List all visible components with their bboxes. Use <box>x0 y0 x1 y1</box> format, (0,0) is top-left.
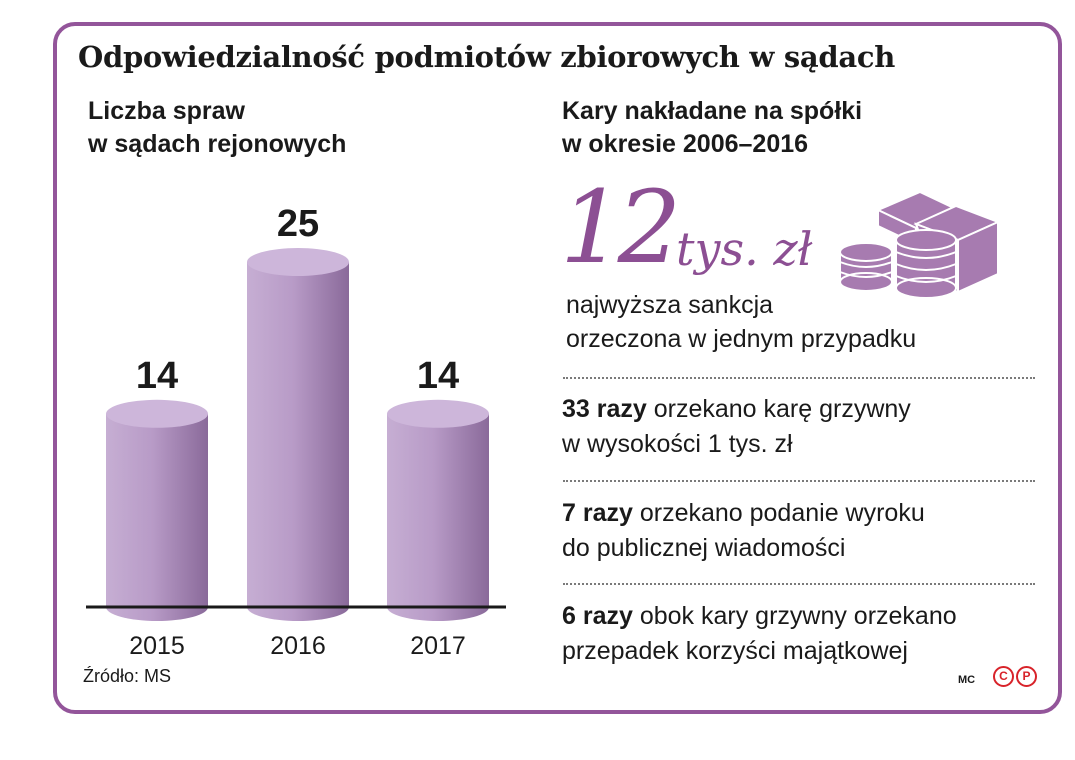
max-fine-desc-line1: najwyższa sankcja <box>566 291 774 319</box>
fines-subtitle-line1: Kary nakładane na spółki <box>562 97 863 125</box>
bar-2016 <box>247 248 349 621</box>
stat-item-2: 7 razy orzekano podanie wyroku do public… <box>562 496 925 566</box>
max-fine-unit: tys. zł <box>676 222 813 276</box>
bar-2015 <box>106 399 208 621</box>
chart-subtitle-line1: Liczba spraw <box>88 97 245 125</box>
stat-count: 7 razy <box>562 499 633 527</box>
x-tick-label-2015: 2015 <box>129 632 185 660</box>
labels-layer: 14 2015 25 2016 14 2017 <box>129 203 466 660</box>
x-tick-label-2017: 2017 <box>410 632 466 660</box>
stat-text-line2: przepadek korzyści majątkowej <box>562 637 908 665</box>
chart-subtitle: Liczba spraw w sądach rejonowych <box>88 95 346 161</box>
copyright-p-icon: P <box>1016 666 1037 687</box>
bar-body <box>387 413 489 607</box>
data-label-2017: 14 <box>417 355 459 397</box>
bars-layer <box>106 248 489 621</box>
stat-text: obok kary grzywny orzekano <box>632 602 957 630</box>
cylinder-bar-chart: 14 2015 25 2016 14 2017 <box>86 203 506 660</box>
stat-text: orzekano podanie wyroku <box>632 499 925 527</box>
max-fine-desc-line2: orzeczona w jednym przypadku <box>566 325 917 353</box>
infographic-frame <box>53 22 1062 714</box>
divider-2 <box>563 480 1035 482</box>
data-label-2016: 25 <box>277 203 319 245</box>
copyright-c-icon: C <box>993 666 1014 687</box>
stat-text-line2: w wysokości 1 tys. zł <box>562 430 793 458</box>
stat-count: 6 razy <box>562 602 633 630</box>
fines-subtitle-line2: w okresie 2006–2016 <box>562 130 809 158</box>
money-stack-icon <box>839 190 1001 298</box>
divider-3 <box>563 583 1035 585</box>
page-title: Odpowiedzialność podmiotów zbiorowych w … <box>78 40 895 74</box>
stat-text: orzekano karę grzywny <box>646 395 911 423</box>
stat-text-line2: do publicznej wiadomości <box>562 534 846 562</box>
author-credit: MC <box>958 674 976 686</box>
bar-body <box>106 413 208 607</box>
stat-item-1: 33 razy orzekano karę grzywny w wysokośc… <box>562 392 911 462</box>
fines-subtitle: Kary nakładane na spółki w okresie 2006–… <box>562 95 862 161</box>
chart-subtitle-line2: w sądach rejonowych <box>88 130 347 158</box>
stat-item-3: 6 razy obok kary grzywny orzekano przepa… <box>562 599 957 669</box>
max-fine-number: 12 <box>560 169 681 286</box>
bar-body <box>247 262 349 607</box>
data-label-2015: 14 <box>136 355 178 397</box>
bar-top <box>247 248 349 276</box>
bar-top <box>106 399 208 428</box>
stat-count: 33 razy <box>562 395 647 423</box>
source-note: Źródło: MS <box>83 666 172 686</box>
bar-2017 <box>387 399 489 621</box>
x-tick-label-2016: 2016 <box>270 632 326 660</box>
bar-top <box>387 399 489 428</box>
max-fine-description: najwyższa sankcja orzeczona w jednym prz… <box>566 288 916 356</box>
divider-1 <box>563 377 1035 379</box>
